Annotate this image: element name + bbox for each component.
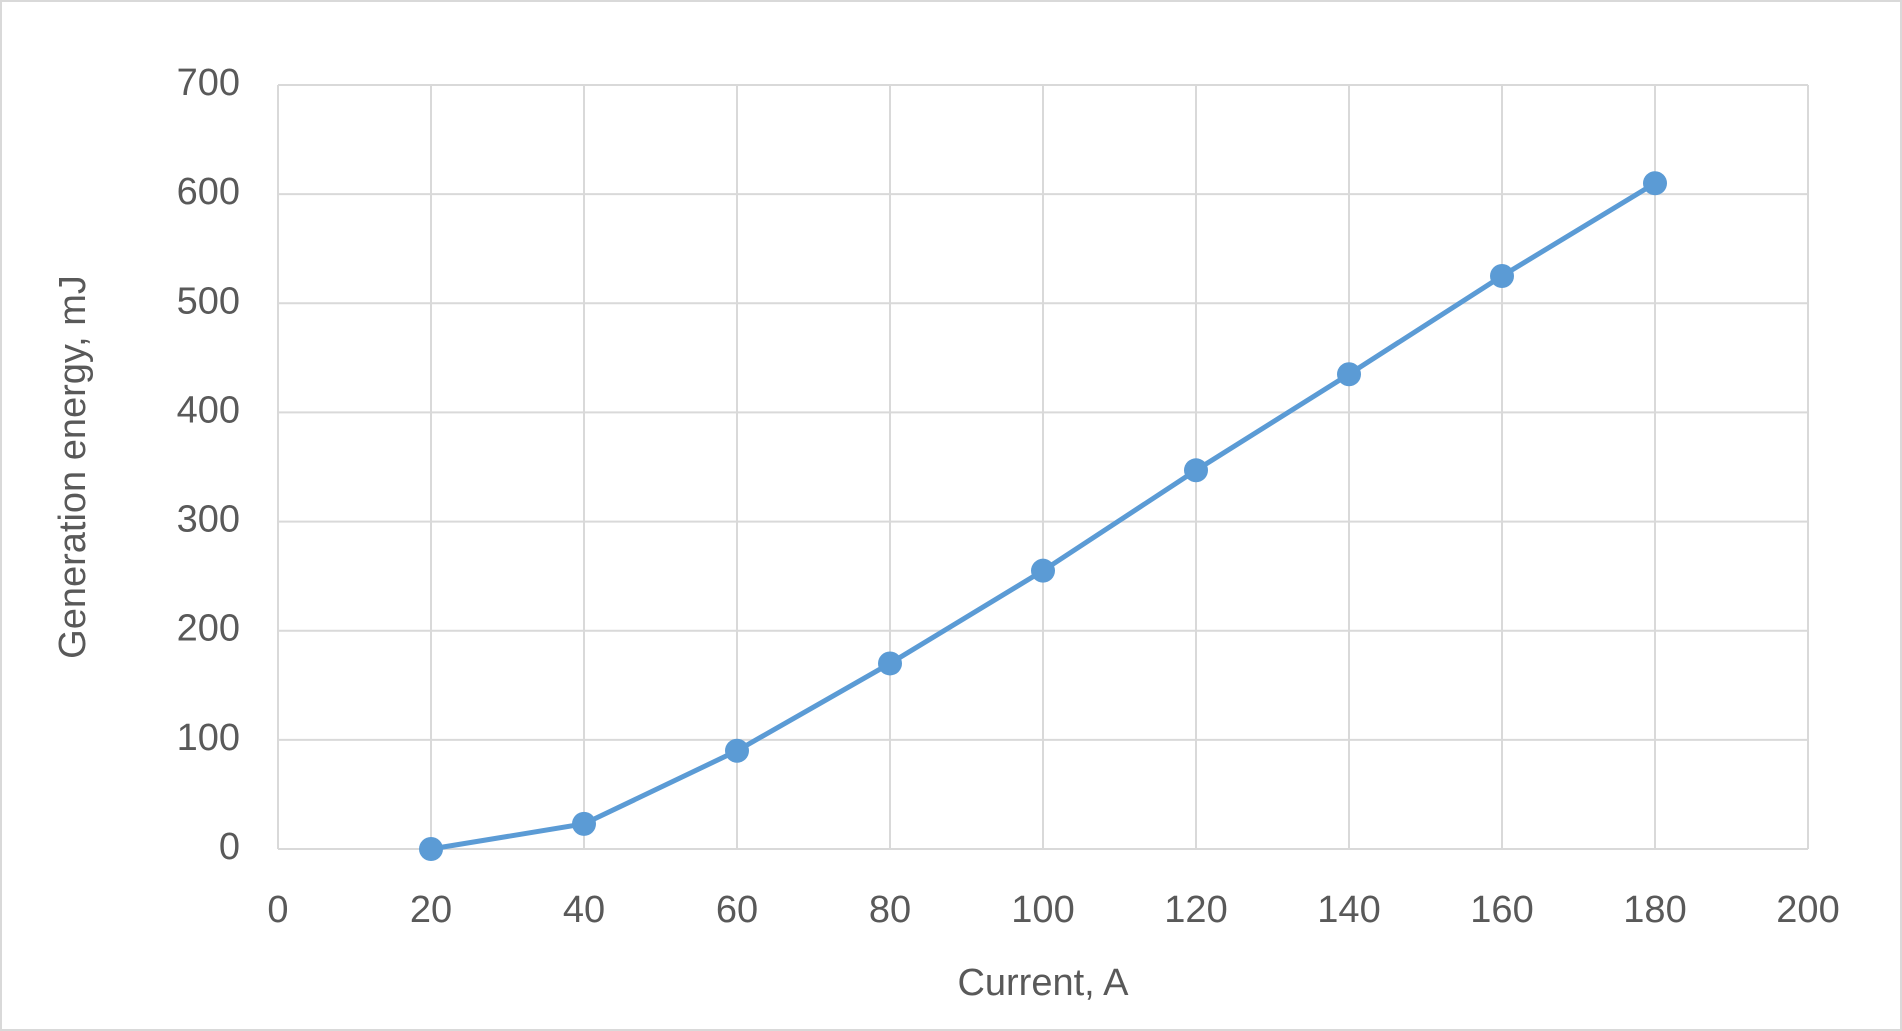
data-point <box>419 837 443 861</box>
y-tick-label: 500 <box>177 280 240 322</box>
y-tick-label: 600 <box>177 171 240 213</box>
x-tick-label: 40 <box>563 889 605 931</box>
y-axis-title: Generation energy, mJ <box>52 275 94 659</box>
data-point <box>572 811 596 836</box>
x-tick-label: 80 <box>869 889 911 931</box>
x-tick-label: 180 <box>1623 889 1686 931</box>
y-tick-label: 300 <box>177 499 240 541</box>
x-tick-label: 60 <box>716 889 758 931</box>
x-tick-label: 200 <box>1776 889 1839 931</box>
y-tick-label: 0 <box>219 826 240 868</box>
x-tick-label: 0 <box>267 889 288 931</box>
data-point <box>725 738 749 763</box>
y-tick-label: 200 <box>177 608 240 650</box>
x-tick-label: 100 <box>1011 889 1074 931</box>
data-point <box>1643 171 1667 196</box>
x-tick-label: 120 <box>1164 889 1227 931</box>
x-tick-label: 20 <box>410 889 452 931</box>
y-tick-label: 700 <box>177 62 240 104</box>
y-tick-label: 100 <box>177 717 240 759</box>
data-point <box>1184 458 1208 483</box>
data-point <box>1337 362 1361 387</box>
x-tick-label: 160 <box>1470 889 1533 931</box>
y-tick-label: 400 <box>177 389 240 431</box>
data-point <box>878 651 902 676</box>
data-point <box>1490 264 1514 288</box>
x-tick-label: 140 <box>1317 889 1380 931</box>
data-point <box>1031 558 1055 583</box>
x-axis-title: Current, A <box>957 962 1129 1004</box>
